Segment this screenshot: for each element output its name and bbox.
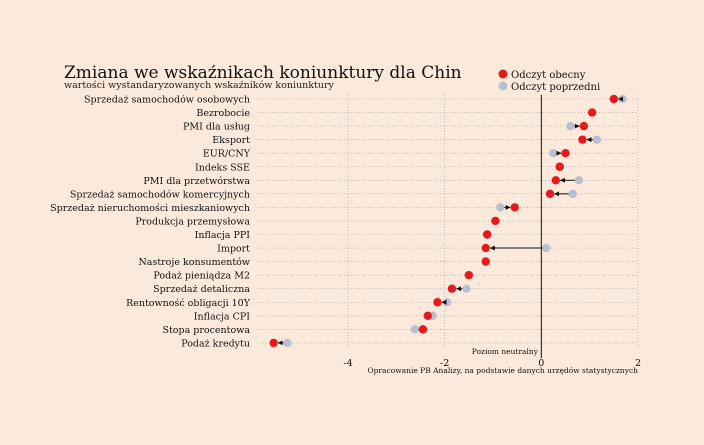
current-point xyxy=(578,135,587,144)
current-point xyxy=(555,162,564,171)
current-point xyxy=(481,257,490,266)
previous-point xyxy=(283,338,292,348)
category-label: Import xyxy=(217,244,250,255)
category-label: Eksport xyxy=(212,135,250,146)
category-label: Inflacja CPI xyxy=(194,311,250,322)
x-tick-label: 2 xyxy=(635,358,641,369)
legend: Odczyt obecny Odczyt poprzedni xyxy=(498,69,600,93)
category-labels: Sprzedaż samochodów osobowych Bezrobocie P… xyxy=(50,95,251,350)
category-label: PMI dla usług xyxy=(183,122,250,133)
category-label: Nastroje konsumentów xyxy=(138,257,250,268)
neutral-label: Poziom neutralny xyxy=(472,347,539,356)
previous-point xyxy=(618,94,627,104)
category-label: Indeks SSE xyxy=(195,162,250,173)
legend-previous-label: Odczyt poprzedni xyxy=(511,82,600,93)
category-label: Sprzedaż nieruchomości mieszkaniowych xyxy=(50,203,250,214)
data-marks xyxy=(269,94,627,348)
current-point xyxy=(269,338,278,348)
previous-point xyxy=(496,203,505,212)
category-label: Podaż pieniądza M2 xyxy=(153,271,250,282)
previous-point xyxy=(592,135,602,144)
current-point xyxy=(418,325,428,334)
legend-current-label: Odczyt obecny xyxy=(511,70,586,81)
category-label: Rentowność obligacji 10Y xyxy=(126,298,251,309)
current-point xyxy=(587,108,597,117)
category-label: PMI dla przetwórstwa xyxy=(143,176,250,187)
chart-title: Zmiana we wskaźnikach koniunktury dla Ch… xyxy=(64,63,462,83)
current-point xyxy=(545,189,555,199)
current-point xyxy=(551,176,561,185)
category-label: Produkcja przemysłowa xyxy=(135,216,250,227)
x-tick-labels: -4 -2 0 2 xyxy=(343,358,641,369)
current-point xyxy=(491,216,500,226)
legend-previous-marker xyxy=(498,81,508,91)
current-point xyxy=(433,298,442,307)
current-point xyxy=(510,203,519,212)
previous-point xyxy=(410,325,419,334)
current-point xyxy=(609,94,619,104)
previous-point xyxy=(568,189,577,199)
current-point xyxy=(579,121,589,131)
x-tick-label: 0 xyxy=(538,358,544,369)
category-label: Bezrobocie xyxy=(196,108,250,119)
x-tick-label: -4 xyxy=(343,358,352,369)
current-point xyxy=(483,230,492,239)
category-label: Inflacja PPI xyxy=(195,230,251,241)
gridlines xyxy=(257,95,639,350)
chart-subtitle: wartości wystandaryzowanych wskaźników k… xyxy=(64,80,335,91)
current-point xyxy=(481,243,490,253)
category-label: Sprzedaż samochodów osobowych xyxy=(84,95,250,106)
current-point xyxy=(464,270,474,280)
x-tick-label: -2 xyxy=(440,358,449,369)
category-label: Sprzedaż samochodów komercyjnych xyxy=(70,189,250,200)
category-label: Podaż kredytu xyxy=(181,338,250,349)
previous-point xyxy=(462,284,471,293)
legend-current-marker xyxy=(498,69,508,79)
previous-point xyxy=(541,243,551,253)
category-label: Sprzedaż detaliczna xyxy=(153,284,250,295)
previous-point xyxy=(566,121,575,131)
current-point xyxy=(447,284,457,293)
current-point xyxy=(561,149,570,158)
category-label: Stopa procentowa xyxy=(162,325,250,336)
source-note: Opracowanie PB Analizy, na podstawie dan… xyxy=(368,366,639,375)
category-label: EUR/CNY xyxy=(203,149,251,160)
previous-point xyxy=(442,298,452,307)
previous-point xyxy=(574,176,584,185)
current-point xyxy=(423,311,432,320)
previous-point xyxy=(549,149,558,158)
